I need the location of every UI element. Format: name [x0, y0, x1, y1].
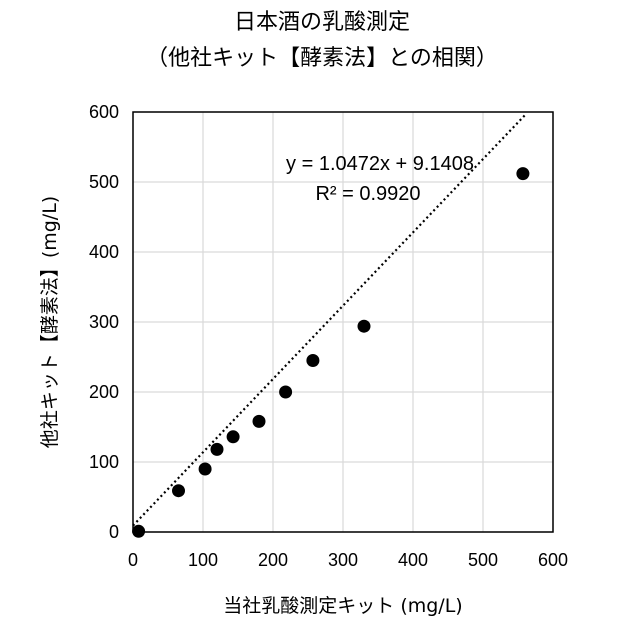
trendline-equation: y = 1.0472x + 9.1408	[286, 153, 474, 175]
x-tick-label: 0	[128, 550, 138, 570]
y-tick-labels: 0 100 200 300 400 500 600	[89, 102, 119, 542]
data-points	[132, 167, 530, 538]
chart-title: 日本酒の乳酸測定	[233, 10, 410, 35]
y-tick-label: 100	[89, 452, 119, 472]
data-point	[226, 430, 240, 444]
x-tick-label: 400	[398, 550, 428, 570]
y-tick-label: 0	[109, 522, 119, 542]
x-tick-label: 500	[468, 550, 498, 570]
plot-frame	[132, 111, 554, 533]
x-axis-label: 当社乳酸測定キット (mg/L)	[223, 595, 462, 617]
x-tick-label: 600	[538, 550, 568, 570]
x-tick-label: 200	[258, 550, 288, 570]
data-point	[172, 484, 185, 498]
y-axis-label: 他社キット【酵素法】(mg/L)	[39, 196, 61, 448]
data-point	[198, 462, 212, 476]
x-tick-label: 100	[188, 550, 218, 570]
data-point	[279, 385, 293, 399]
y-tick-label: 400	[89, 242, 119, 262]
grid-lines	[132, 111, 554, 533]
y-tick-label: 500	[89, 172, 119, 192]
data-point	[210, 442, 224, 456]
trendline	[132, 114, 526, 527]
x-tick-labels: 0 100 200 300 400 500 600	[128, 550, 568, 570]
data-point	[357, 319, 371, 333]
data-point	[252, 414, 266, 428]
y-tick-label: 600	[89, 102, 119, 122]
data-point	[306, 354, 320, 367]
chart-subtitle: （他社キット【酵素法】との相関）	[146, 46, 498, 71]
r-squared-label: R² = 0.9920	[315, 183, 420, 205]
y-tick-label: 200	[89, 382, 119, 402]
x-tick-label: 300	[328, 550, 358, 570]
data-point	[516, 167, 530, 181]
y-tick-label: 300	[89, 312, 119, 332]
